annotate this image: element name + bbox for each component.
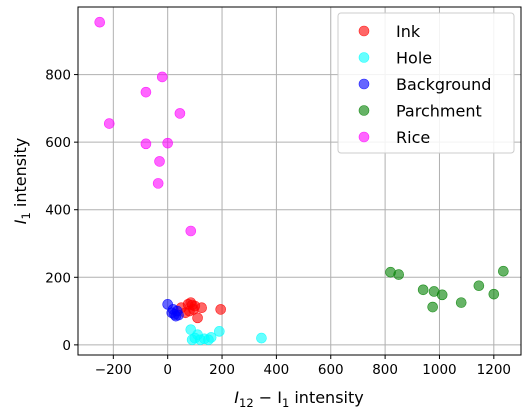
legend-label-rice: Rice [396, 128, 430, 147]
point-hole [256, 332, 267, 344]
point-rice [152, 178, 164, 189]
point-rice [140, 138, 152, 150]
legend: Ink Hole Background Parchment Rice [337, 12, 515, 154]
x-axis-label-mid: − I [254, 388, 282, 407]
y-tick-label: 400 [45, 203, 71, 219]
x-tick-label: 400 [264, 362, 290, 378]
x-axis-label: I12 − I1 intensity [234, 388, 363, 410]
point-ink [192, 312, 203, 324]
point-hole [205, 332, 217, 343]
y-axis-label-main: I [11, 219, 30, 224]
y-axis-ticks: 0 200 400 600 800 [45, 68, 78, 354]
point-ink [196, 302, 207, 313]
x-axis-label-main: I [234, 388, 239, 407]
point-parchment [473, 280, 485, 292]
legend-label-hole: Hole [396, 49, 432, 68]
point-rice [156, 71, 168, 83]
point-parchment [436, 289, 448, 301]
y-tick-label: 600 [45, 135, 71, 151]
legend-label-background: Background [396, 75, 491, 94]
point-parchment [393, 269, 404, 280]
point-rice [154, 156, 165, 167]
x-tick-label: 600 [318, 362, 344, 378]
x-tick-label: −200 [95, 362, 132, 378]
point-rice [140, 86, 152, 98]
y-tick-label: 200 [45, 270, 71, 286]
x-tick-label: 0 [163, 362, 172, 378]
x-tick-label: 800 [372, 362, 398, 378]
point-parchment [488, 288, 500, 300]
x-axis-ticks: −200 0 200 400 600 800 1000 1200 [95, 355, 511, 378]
x-tick-label: 200 [209, 362, 235, 378]
point-rice [185, 225, 197, 237]
y-axis-label-tail: intensity [11, 138, 30, 212]
legend-marker-ink [358, 25, 370, 37]
point-rice [162, 137, 173, 149]
legend-box [337, 12, 515, 154]
x-tick-label: 1200 [477, 362, 511, 378]
point-rice [174, 108, 186, 119]
legend-label-ink: Ink [396, 22, 421, 41]
legend-marker-background [358, 78, 370, 90]
legend-marker-parchment [358, 105, 370, 116]
y-axis-label: I1 intensity [11, 138, 33, 225]
legend-marker-hole [358, 52, 370, 63]
point-rice [103, 118, 115, 129]
plot-frame [77, 6, 522, 356]
point-parchment [455, 297, 467, 308]
point-parchment [498, 265, 509, 277]
y-tick-label: 0 [62, 338, 71, 354]
point-rice [94, 16, 106, 28]
legend-label-parchment: Parchment [396, 102, 482, 121]
x-axis-label-sub1: 12 [239, 396, 254, 410]
legend-marker-rice [358, 131, 370, 143]
point-background [173, 309, 184, 321]
y-tick-label: 800 [45, 68, 71, 84]
y-axis-label-sub: 1 [19, 212, 33, 219]
x-tick-label: 1000 [422, 362, 456, 378]
x-axis-label-tail: intensity [289, 388, 363, 407]
point-hole [214, 326, 225, 337]
point-ink [215, 304, 226, 315]
point-parchment [417, 284, 429, 296]
x-axis-label-sub2: 1 [282, 396, 289, 410]
point-parchment [427, 301, 438, 313]
data-points [94, 16, 509, 346]
